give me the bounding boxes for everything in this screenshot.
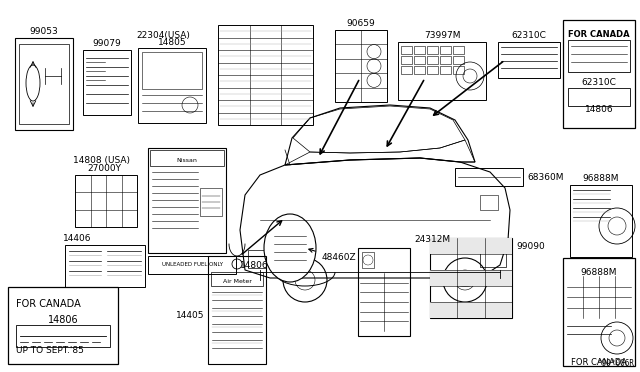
Bar — [16, 325, 110, 347]
Bar — [401, 46, 412, 54]
Bar — [440, 56, 451, 64]
Text: UP TO SEPT.'85: UP TO SEPT.'85 — [16, 346, 84, 355]
Bar — [414, 56, 425, 64]
Text: 14805: 14805 — [158, 38, 187, 47]
Bar — [218, 25, 313, 125]
Bar — [19, 44, 69, 124]
Text: 62310C: 62310C — [511, 31, 547, 40]
Ellipse shape — [264, 214, 316, 282]
Text: FOR CANADA: FOR CANADA — [568, 30, 630, 39]
Bar — [427, 56, 438, 64]
Text: 99053: 99053 — [29, 27, 58, 36]
Bar — [138, 48, 206, 123]
Text: 14806: 14806 — [585, 105, 613, 114]
Bar — [427, 46, 438, 54]
Text: 96888M: 96888M — [583, 174, 620, 183]
Bar — [414, 46, 425, 54]
Bar — [248, 250, 266, 268]
Bar — [401, 66, 412, 74]
Text: ^99*006R: ^99*006R — [598, 359, 635, 368]
Bar — [148, 256, 236, 274]
Bar — [362, 252, 374, 268]
Bar — [455, 168, 523, 186]
Text: 14406: 14406 — [63, 234, 92, 243]
Text: 96888M: 96888M — [580, 268, 617, 277]
Text: 27000Y: 27000Y — [87, 164, 121, 173]
Bar — [480, 195, 498, 210]
Text: 90659: 90659 — [347, 19, 376, 28]
Text: 14405: 14405 — [175, 311, 204, 321]
Bar — [358, 248, 410, 336]
Bar — [398, 42, 486, 100]
Bar — [498, 42, 560, 78]
Bar — [563, 258, 635, 366]
Bar — [142, 52, 202, 89]
Bar — [440, 46, 451, 54]
Bar — [453, 56, 464, 64]
Text: 99079: 99079 — [93, 39, 122, 48]
Bar — [148, 148, 226, 253]
Bar — [414, 66, 425, 74]
Bar — [480, 245, 506, 267]
Bar — [568, 40, 630, 72]
Bar — [335, 30, 387, 102]
Bar — [401, 56, 412, 64]
Text: 48460Z: 48460Z — [322, 253, 356, 262]
Text: Nissan: Nissan — [177, 158, 197, 163]
Bar — [453, 46, 464, 54]
Text: 73997M: 73997M — [424, 31, 460, 40]
Text: 24312M: 24312M — [414, 235, 450, 244]
Text: 14808 (USA): 14808 (USA) — [73, 156, 130, 165]
Bar — [75, 175, 137, 227]
Bar — [427, 66, 438, 74]
Bar — [563, 20, 635, 128]
Text: UNLEADED FUEL ONLY: UNLEADED FUEL ONLY — [161, 263, 223, 267]
Bar — [440, 66, 451, 74]
Bar — [570, 185, 632, 257]
Bar — [211, 272, 263, 286]
Bar — [453, 66, 464, 74]
Bar — [430, 238, 512, 318]
Text: FOR CANADA: FOR CANADA — [571, 358, 627, 367]
Bar — [568, 88, 630, 106]
Bar — [15, 38, 73, 130]
Text: FOR CANADA: FOR CANADA — [16, 299, 81, 309]
Bar — [200, 188, 222, 216]
Bar — [208, 256, 266, 364]
Text: Air Meter: Air Meter — [223, 279, 252, 284]
Text: 68360M: 68360M — [527, 173, 563, 182]
Bar — [65, 245, 145, 287]
Bar — [150, 150, 224, 166]
Text: 14806: 14806 — [240, 260, 269, 269]
Text: 22304(USA): 22304(USA) — [136, 31, 190, 40]
Text: 14806: 14806 — [48, 315, 78, 325]
Bar — [83, 50, 131, 115]
Text: 99090: 99090 — [516, 242, 545, 251]
Text: 62310C: 62310C — [582, 78, 616, 87]
Bar — [8, 287, 118, 364]
